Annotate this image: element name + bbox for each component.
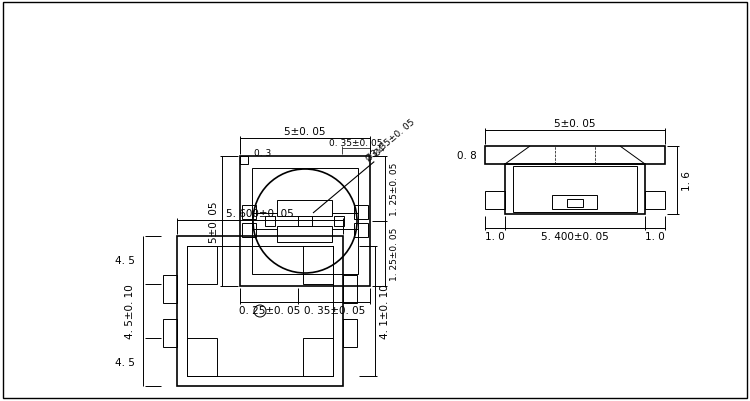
- Bar: [343, 275, 357, 303]
- Text: 5±0. 05: 5±0. 05: [284, 127, 326, 137]
- Text: 1. 6: 1. 6: [682, 171, 692, 190]
- Bar: [242, 205, 256, 219]
- Bar: [278, 200, 332, 217]
- Bar: [303, 338, 333, 376]
- Bar: [343, 319, 357, 347]
- Text: 0. 35±0. 05: 0. 35±0. 05: [304, 305, 364, 315]
- Bar: [334, 217, 344, 227]
- Text: 0. 8: 0. 8: [458, 151, 477, 160]
- Bar: [567, 200, 583, 207]
- Bar: [553, 196, 598, 209]
- Bar: [485, 147, 665, 164]
- Text: 5±0. 05: 5±0. 05: [554, 119, 596, 129]
- Bar: [242, 223, 256, 237]
- Text: Ø4: Ø4: [371, 143, 387, 158]
- Text: 0. 25±0. 05: 0. 25±0. 05: [238, 305, 300, 315]
- Text: 4. 1±0. 10: 4. 1±0. 10: [380, 284, 390, 338]
- Text: 5. 600±0. 05: 5. 600±0. 05: [226, 209, 294, 219]
- Text: 1. 25±0. 05: 1. 25±0. 05: [391, 227, 400, 280]
- Bar: [266, 217, 275, 227]
- Bar: [187, 338, 217, 376]
- Bar: [240, 157, 370, 286]
- Bar: [187, 246, 333, 376]
- Text: Ø3. 35±0. 05: Ø3. 35±0. 05: [364, 117, 416, 163]
- Bar: [354, 205, 368, 219]
- Text: 1. 25±0. 05: 1. 25±0. 05: [391, 162, 400, 216]
- Bar: [187, 246, 217, 284]
- Text: 0. 3: 0. 3: [254, 149, 272, 158]
- Bar: [177, 237, 343, 386]
- Bar: [278, 227, 332, 242]
- Text: 0. 35±0. 05: 0. 35±0. 05: [329, 139, 382, 148]
- Text: 5±0. 05: 5±0. 05: [209, 201, 219, 242]
- Text: 4. 5: 4. 5: [116, 255, 135, 265]
- Text: 1. 0: 1. 0: [645, 231, 664, 241]
- Bar: [252, 168, 358, 274]
- Bar: [645, 192, 665, 209]
- Bar: [298, 217, 312, 227]
- Text: 5. 400±0. 05: 5. 400±0. 05: [541, 231, 609, 241]
- Text: 4. 5±0. 10: 4. 5±0. 10: [125, 284, 135, 338]
- Bar: [354, 223, 368, 237]
- Bar: [485, 192, 505, 209]
- Bar: [240, 157, 248, 164]
- Bar: [513, 166, 637, 213]
- Bar: [163, 319, 177, 347]
- Text: 1. 0: 1. 0: [485, 231, 505, 241]
- Bar: [163, 275, 177, 303]
- Text: 4. 5: 4. 5: [116, 357, 135, 367]
- Bar: [505, 164, 645, 215]
- Bar: [303, 246, 333, 284]
